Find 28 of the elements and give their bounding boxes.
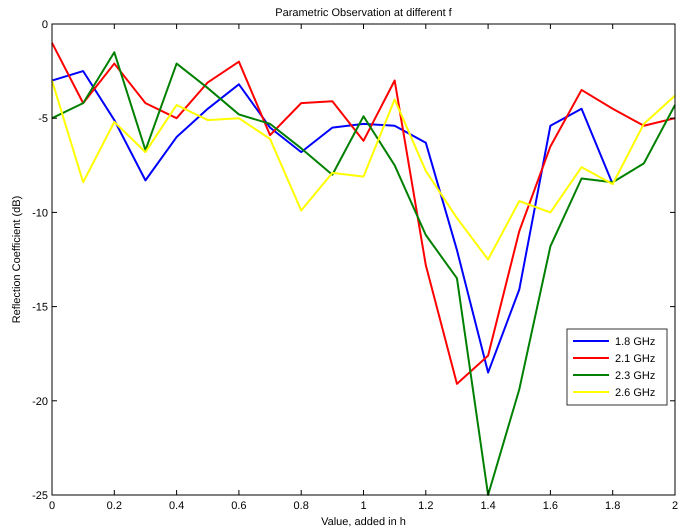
y-tick-label: -25 — [32, 490, 48, 502]
x-tick-label: 1 — [360, 500, 367, 512]
y-tick-label: -20 — [32, 396, 48, 408]
x-tick-label: 0.2 — [106, 500, 122, 512]
line-series — [51, 42, 676, 385]
x-tick-label: 0.4 — [168, 500, 184, 512]
legend-label: 2.1 GHz — [615, 353, 656, 365]
chart-title: Parametric Observation at different f — [275, 7, 453, 19]
x-tick-label: 0.8 — [294, 500, 309, 512]
line-series — [51, 70, 614, 374]
x-tick-label: 0 — [48, 500, 56, 512]
x-axis-title: Value, added in h — [321, 516, 406, 528]
x-tick-label: 1.2 — [418, 500, 434, 512]
y-tick-label: -5 — [38, 113, 48, 126]
x-tick-label: 2 — [672, 500, 678, 512]
x-tick-label: 1.6 — [542, 500, 558, 512]
x-tick-label: 1.8 — [605, 500, 620, 512]
y-tick-label: -10 — [32, 207, 48, 220]
line-series — [51, 80, 676, 260]
y-axis-title: Reflection Coefficient (dB) — [11, 196, 23, 324]
x-tick-label: 1.4 — [480, 500, 496, 512]
line-series — [51, 51, 676, 496]
y-tick-label: 0 — [42, 19, 48, 31]
legend-label: 1.8 GHz — [615, 336, 656, 348]
x-tick-label: 0.6 — [231, 500, 247, 512]
legend-label: 2.6 GHz — [615, 387, 656, 399]
y-tick-label: -15 — [32, 302, 48, 314]
legend-label: 2.3 GHz — [615, 370, 656, 382]
